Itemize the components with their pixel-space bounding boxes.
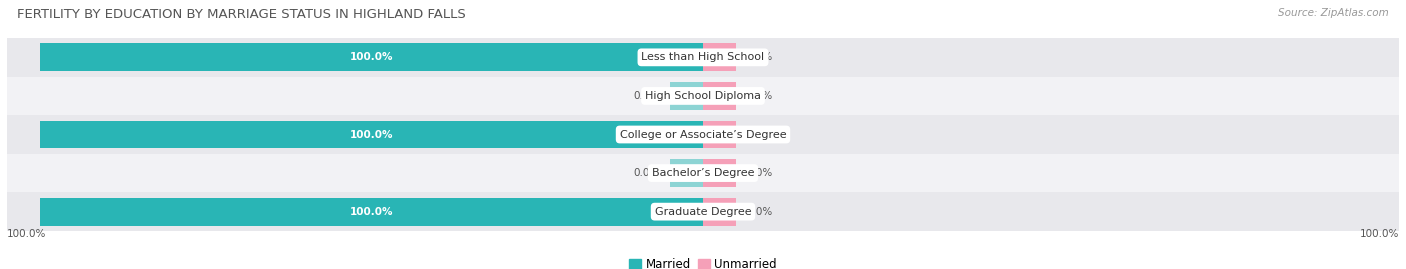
Text: 0.0%: 0.0% bbox=[634, 91, 659, 101]
Bar bbox=[669, 159, 703, 187]
Text: Source: ZipAtlas.com: Source: ZipAtlas.com bbox=[1278, 8, 1389, 18]
Bar bbox=[7, 38, 1399, 77]
Bar bbox=[703, 44, 737, 71]
Bar bbox=[7, 115, 1399, 154]
Bar bbox=[703, 121, 737, 148]
Text: Bachelor’s Degree: Bachelor’s Degree bbox=[652, 168, 754, 178]
Text: 0.0%: 0.0% bbox=[747, 91, 772, 101]
Text: High School Diploma: High School Diploma bbox=[645, 91, 761, 101]
Text: FERTILITY BY EDUCATION BY MARRIAGE STATUS IN HIGHLAND FALLS: FERTILITY BY EDUCATION BY MARRIAGE STATU… bbox=[17, 8, 465, 21]
Text: 0.0%: 0.0% bbox=[747, 129, 772, 140]
Bar bbox=[41, 198, 703, 225]
Bar bbox=[41, 121, 703, 148]
Text: 0.0%: 0.0% bbox=[747, 52, 772, 62]
Bar bbox=[7, 77, 1399, 115]
Text: Less than High School: Less than High School bbox=[641, 52, 765, 62]
Text: 100.0%: 100.0% bbox=[350, 207, 394, 217]
Text: 100.0%: 100.0% bbox=[7, 229, 46, 239]
Bar bbox=[703, 82, 737, 110]
Text: 100.0%: 100.0% bbox=[1360, 229, 1399, 239]
Bar bbox=[7, 154, 1399, 192]
Text: 0.0%: 0.0% bbox=[747, 168, 772, 178]
Bar bbox=[669, 82, 703, 110]
Text: 0.0%: 0.0% bbox=[747, 207, 772, 217]
Text: College or Associate’s Degree: College or Associate’s Degree bbox=[620, 129, 786, 140]
Bar bbox=[703, 159, 737, 187]
Legend: Married, Unmarried: Married, Unmarried bbox=[624, 253, 782, 269]
Bar bbox=[7, 192, 1399, 231]
Text: Graduate Degree: Graduate Degree bbox=[655, 207, 751, 217]
Bar bbox=[703, 198, 737, 225]
Bar bbox=[41, 44, 703, 71]
Text: 0.0%: 0.0% bbox=[634, 168, 659, 178]
Text: 100.0%: 100.0% bbox=[350, 52, 394, 62]
Text: 100.0%: 100.0% bbox=[350, 129, 394, 140]
